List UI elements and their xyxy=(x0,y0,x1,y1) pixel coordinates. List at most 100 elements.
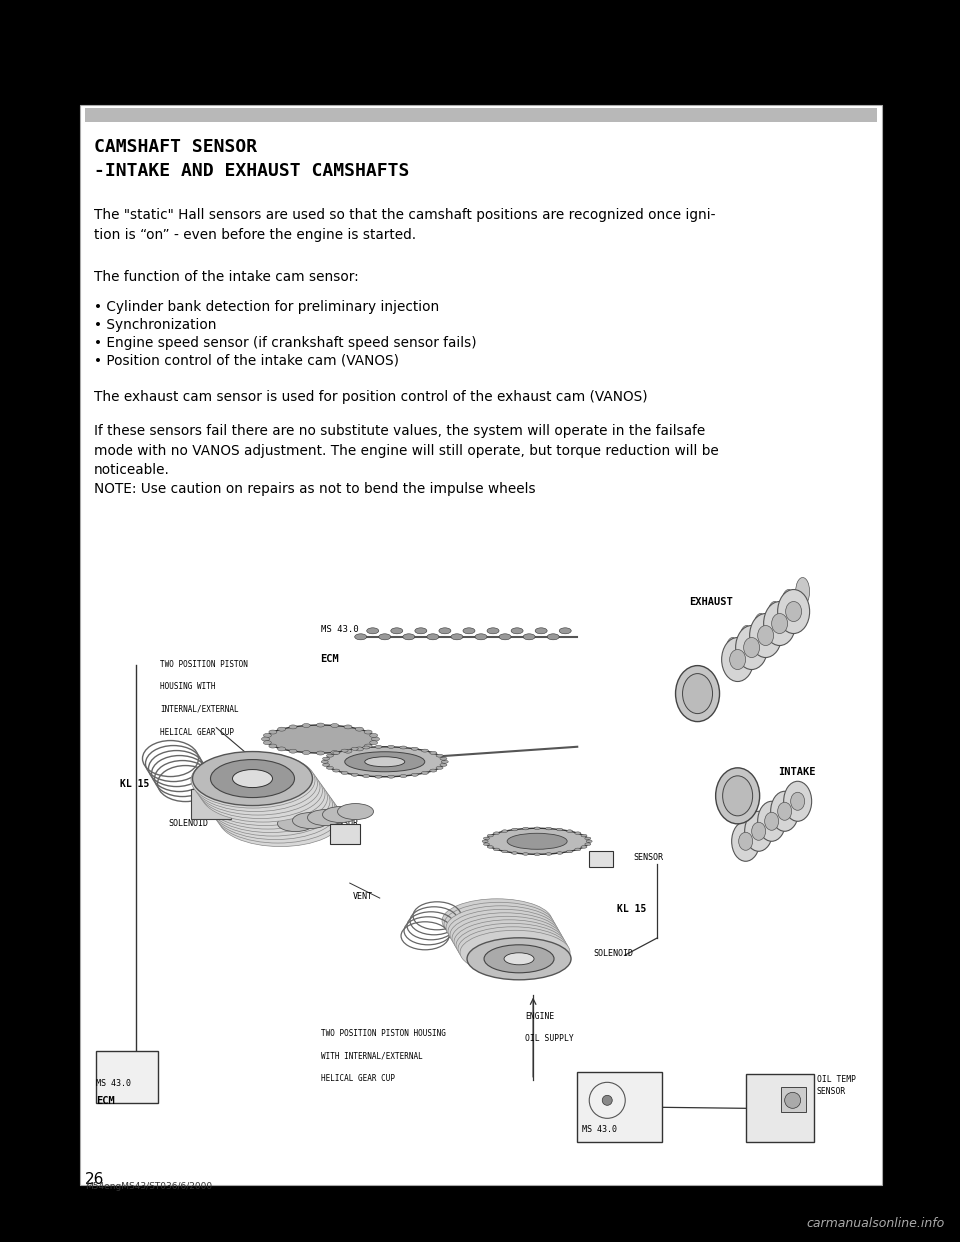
Ellipse shape xyxy=(427,633,439,640)
Ellipse shape xyxy=(484,837,490,840)
Text: CAMSHAFT SENSOR: CAMSHAFT SENSOR xyxy=(94,138,257,156)
Ellipse shape xyxy=(715,768,759,823)
Ellipse shape xyxy=(355,746,364,751)
Text: MS 43.0: MS 43.0 xyxy=(321,626,358,635)
Ellipse shape xyxy=(522,853,529,856)
Ellipse shape xyxy=(796,578,809,606)
Ellipse shape xyxy=(351,748,358,750)
Text: EXHAUST: EXHAUST xyxy=(689,597,733,607)
Ellipse shape xyxy=(585,837,590,840)
Ellipse shape xyxy=(502,850,508,853)
Text: • Position control of the intake cam (VANOS): • Position control of the intake cam (VA… xyxy=(94,354,399,368)
Ellipse shape xyxy=(211,780,335,836)
Ellipse shape xyxy=(450,913,560,956)
Ellipse shape xyxy=(263,740,272,745)
Text: INTAKE: INTAKE xyxy=(778,768,815,777)
Text: 26: 26 xyxy=(85,1172,105,1187)
Ellipse shape xyxy=(323,758,329,760)
Text: SENSOR: SENSOR xyxy=(634,853,663,862)
Ellipse shape xyxy=(199,763,323,818)
Ellipse shape xyxy=(484,843,490,846)
Ellipse shape xyxy=(370,740,377,745)
Ellipse shape xyxy=(326,766,333,769)
Ellipse shape xyxy=(735,626,768,669)
Ellipse shape xyxy=(732,821,759,861)
Ellipse shape xyxy=(499,633,511,640)
Ellipse shape xyxy=(745,811,773,851)
Ellipse shape xyxy=(750,614,781,657)
Bar xyxy=(577,1072,662,1143)
Ellipse shape xyxy=(488,835,493,837)
Ellipse shape xyxy=(391,627,403,633)
Text: HELICAL GEAR CUP: HELICAL GEAR CUP xyxy=(321,1074,395,1083)
Ellipse shape xyxy=(430,751,437,754)
Text: TWO POSITION PISTON: TWO POSITION PISTON xyxy=(160,660,248,668)
Ellipse shape xyxy=(581,846,587,848)
Text: -INTAKE AND EXHAUST CAMSHAFTS: -INTAKE AND EXHAUST CAMSHAFTS xyxy=(94,161,409,180)
Ellipse shape xyxy=(534,827,540,830)
Ellipse shape xyxy=(261,737,270,741)
Ellipse shape xyxy=(421,749,428,753)
Ellipse shape xyxy=(269,730,276,734)
Bar xyxy=(96,1051,158,1103)
Text: WITH INTERNAL/EXTERNAL: WITH INTERNAL/EXTERNAL xyxy=(321,1052,422,1061)
Ellipse shape xyxy=(411,748,419,750)
Text: KL 15: KL 15 xyxy=(617,904,647,914)
Ellipse shape xyxy=(194,755,318,811)
Ellipse shape xyxy=(293,812,328,828)
Ellipse shape xyxy=(277,746,286,751)
Ellipse shape xyxy=(364,744,372,748)
Ellipse shape xyxy=(317,723,324,727)
Ellipse shape xyxy=(493,832,499,835)
Ellipse shape xyxy=(511,627,523,633)
Ellipse shape xyxy=(730,650,746,669)
Ellipse shape xyxy=(344,749,352,753)
Ellipse shape xyxy=(765,812,779,831)
Bar xyxy=(780,1087,805,1113)
Ellipse shape xyxy=(560,627,571,633)
Ellipse shape xyxy=(444,902,554,946)
Bar xyxy=(329,823,360,843)
Ellipse shape xyxy=(388,745,395,749)
Text: VENT: VENT xyxy=(352,893,372,902)
Ellipse shape xyxy=(196,759,320,815)
Ellipse shape xyxy=(388,775,395,779)
Ellipse shape xyxy=(263,734,272,738)
Ellipse shape xyxy=(772,614,787,633)
Ellipse shape xyxy=(439,627,451,633)
Ellipse shape xyxy=(403,633,415,640)
Text: The "static" Hall sensors are used so that the camshaft positions are recognized: The "static" Hall sensors are used so th… xyxy=(94,207,715,241)
Ellipse shape xyxy=(421,771,428,775)
Ellipse shape xyxy=(460,930,570,974)
Ellipse shape xyxy=(757,626,774,646)
Ellipse shape xyxy=(219,791,343,847)
Ellipse shape xyxy=(213,784,338,840)
Ellipse shape xyxy=(365,756,405,766)
Ellipse shape xyxy=(451,633,463,640)
Ellipse shape xyxy=(364,730,372,734)
Text: SENSOR: SENSOR xyxy=(817,1087,846,1097)
Ellipse shape xyxy=(723,776,753,816)
Ellipse shape xyxy=(302,724,310,728)
Ellipse shape xyxy=(752,822,766,841)
Ellipse shape xyxy=(778,590,809,633)
Ellipse shape xyxy=(738,832,753,851)
Ellipse shape xyxy=(484,945,554,972)
Ellipse shape xyxy=(791,792,804,810)
Ellipse shape xyxy=(757,801,785,841)
Ellipse shape xyxy=(744,637,759,657)
Ellipse shape xyxy=(399,746,407,749)
Ellipse shape xyxy=(458,927,568,971)
Ellipse shape xyxy=(266,725,375,753)
Ellipse shape xyxy=(676,666,720,722)
Text: If these sensors fail there are no substitute values, the system will operate in: If these sensors fail there are no subst… xyxy=(94,424,719,497)
Ellipse shape xyxy=(208,776,332,832)
Ellipse shape xyxy=(602,1095,612,1105)
Ellipse shape xyxy=(411,774,419,776)
Text: TWO POSITION PISTON HOUSING: TWO POSITION PISTON HOUSING xyxy=(321,1028,445,1038)
Ellipse shape xyxy=(307,810,344,826)
Ellipse shape xyxy=(333,751,340,754)
Ellipse shape xyxy=(277,816,314,832)
Ellipse shape xyxy=(399,775,407,777)
Ellipse shape xyxy=(452,917,562,960)
